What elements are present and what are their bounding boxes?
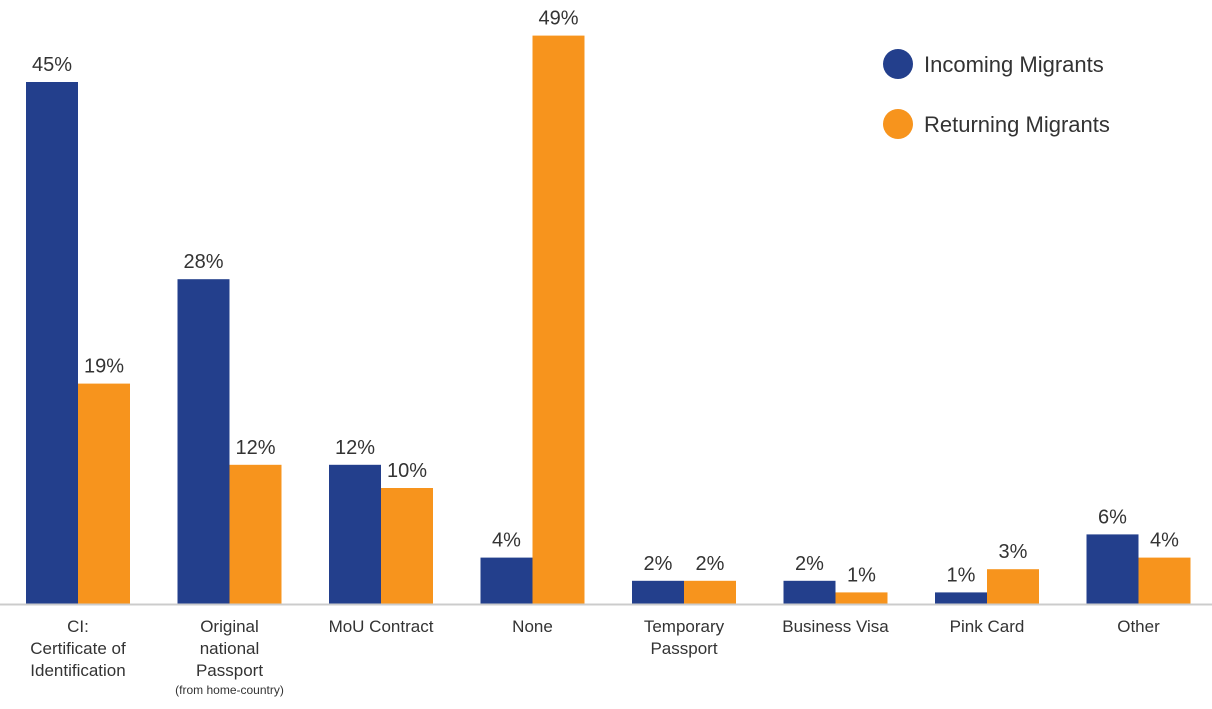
category-labels-group: CI: Certificate of Identification Original n… (30, 617, 1160, 697)
category-label-7-line-0: Other (1117, 617, 1160, 636)
category-label-1-line-2: Passport (196, 661, 263, 680)
bar-incoming-7 (1086, 534, 1139, 604)
value-label-returning-7: 4% (1150, 530, 1179, 552)
category-label-0-line-0: CI: (67, 617, 89, 636)
category-label-0-line-1: Certificate of (30, 639, 126, 658)
bar-incoming-2 (329, 464, 381, 604)
bar-incoming-3 (480, 557, 533, 604)
legend-marker-returning (883, 109, 913, 139)
category-label-4-line-0: Temporary (644, 617, 725, 636)
category-label-5-line-0: Business Visa (782, 617, 889, 636)
legend: Incoming Migrants Returning Migrants (883, 49, 1110, 139)
bar-incoming-0 (26, 82, 78, 604)
value-label-returning-3: 49% (538, 8, 578, 30)
value-label-incoming-5: 2% (795, 553, 824, 575)
category-label-6-line-0: Pink Card (950, 617, 1025, 636)
value-label-incoming-3: 4% (492, 530, 521, 552)
category-label-3-line-0: None (512, 617, 553, 636)
bar-returning-0 (78, 383, 130, 604)
legend-label-incoming: Incoming Migrants (924, 52, 1104, 77)
value-label-incoming-1: 28% (183, 251, 223, 273)
category-label-1-line-1: national (200, 639, 260, 658)
value-label-incoming-0: 45% (32, 54, 72, 76)
bar-returning-2 (381, 488, 433, 604)
bar-returning-1 (229, 464, 282, 604)
category-label-2-line-0: MoU Contract (329, 617, 434, 636)
value-label-incoming-2: 12% (335, 437, 375, 459)
category-label-1-line-0: Original (200, 617, 259, 636)
value-label-incoming-7: 6% (1098, 506, 1127, 528)
value-label-incoming-4: 2% (644, 553, 673, 575)
value-label-returning-6: 3% (999, 541, 1028, 563)
bar-returning-3 (532, 35, 585, 605)
category-note-1: (from home-country) (175, 683, 284, 697)
bar-incoming-6 (935, 592, 987, 604)
bar-incoming-5 (783, 580, 836, 604)
legend-label-returning: Returning Migrants (924, 112, 1110, 137)
category-label-4-line-1: Passport (650, 639, 717, 658)
bar-returning-5 (835, 592, 888, 604)
value-labels-group: 45% 19% 28% 12% 12% 10% 4% 49% 2% 2% 2% 1% 1% 3% 6% 4% (32, 8, 1179, 587)
bar-incoming-4 (632, 580, 684, 604)
value-label-returning-5: 1% (847, 564, 876, 586)
bar-incoming-1 (177, 279, 230, 604)
value-label-returning-0: 19% (84, 356, 124, 378)
bar-returning-7 (1138, 557, 1191, 604)
value-label-incoming-6: 1% (947, 564, 976, 586)
bar-returning-6 (987, 569, 1039, 604)
bars-group (26, 35, 1191, 605)
legend-marker-incoming (883, 49, 913, 79)
category-label-0-line-2: Identification (30, 661, 125, 680)
bar-returning-4 (684, 580, 736, 604)
value-label-returning-4: 2% (696, 553, 725, 575)
value-label-returning-1: 12% (235, 437, 275, 459)
value-label-returning-2: 10% (387, 460, 427, 482)
